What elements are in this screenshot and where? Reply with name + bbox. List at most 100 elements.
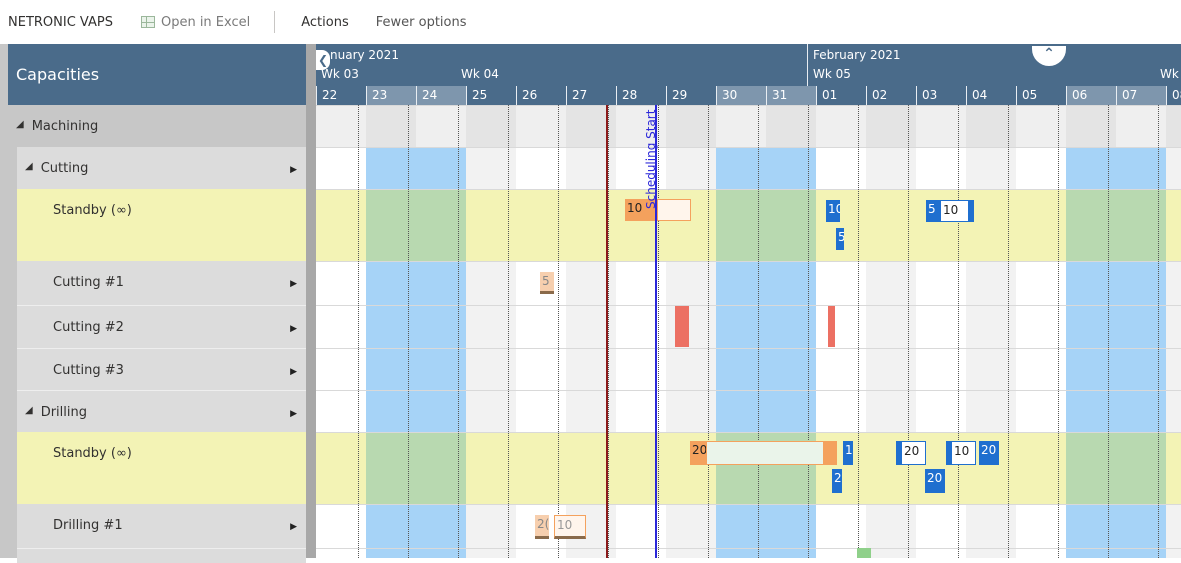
day-cell [966, 261, 1016, 305]
day-cell [316, 504, 366, 548]
day-cell [766, 390, 816, 432]
day-cell [666, 261, 716, 305]
day-cell [616, 147, 666, 189]
day-cell [666, 390, 716, 432]
day-cell [516, 305, 566, 348]
task-bar[interactable] [706, 441, 824, 465]
toolbar-divider [274, 11, 276, 33]
capacities-panel: Capacities ◢ Machining ◢ Cutting ▶ Stand… [0, 44, 316, 563]
row-divider [316, 504, 1181, 505]
task-bar[interactable]: 10 [940, 200, 974, 222]
day-cell [766, 189, 816, 261]
play-arrow-icon[interactable]: ▶ [290, 165, 297, 175]
day-cell [716, 504, 766, 548]
tree-row-cutting-standby[interactable]: Standby (∞) [17, 189, 306, 261]
panel-splitter[interactable] [306, 44, 316, 558]
task-bar[interactable] [828, 306, 835, 347]
task-bar[interactable]: 5 [540, 272, 554, 294]
day-cell [566, 548, 616, 558]
day-cell [1116, 261, 1166, 305]
day-gridline [1058, 105, 1059, 558]
tree-row-drilling-standby[interactable]: Standby (∞) [17, 432, 306, 504]
day-cell [366, 548, 416, 558]
actions-menu[interactable]: Actions [301, 14, 349, 30]
day-label: 27 [566, 86, 616, 105]
tree-row-cutting-2[interactable]: Cutting #2 ▶ [17, 305, 306, 348]
scheduling-start-line[interactable] [655, 105, 657, 558]
task-bar[interactable]: 10 [946, 441, 976, 465]
day-cell [666, 504, 716, 548]
day-cell [616, 348, 666, 390]
row-divider [316, 432, 1181, 433]
task-bar[interactable]: 10 [625, 199, 657, 221]
day-label: 29 [666, 86, 716, 105]
expanded-triangle-icon[interactable]: ◢ [16, 119, 24, 130]
day-gridline [908, 105, 909, 558]
day-cell [816, 348, 866, 390]
task-bar[interactable] [657, 199, 691, 221]
task-bar[interactable]: 2 [832, 469, 842, 493]
day-gridline [1008, 105, 1009, 558]
day-cell [366, 390, 416, 432]
day-cell [1116, 305, 1166, 348]
task-bar[interactable]: 10 [826, 200, 840, 222]
tree-row-cutting[interactable]: ◢ Cutting ▶ [17, 147, 306, 189]
play-arrow-icon[interactable]: ▶ [290, 409, 297, 419]
play-arrow-icon[interactable]: ▶ [290, 324, 297, 334]
day-cell [966, 105, 1016, 147]
scroll-left-icon[interactable]: ❮ [316, 50, 330, 70]
day-cell [416, 390, 466, 432]
tree-row-machining[interactable]: ◢ Machining [8, 105, 306, 147]
day-gridline [608, 105, 609, 558]
task-bar[interactable]: 20 [979, 441, 999, 465]
task-bar[interactable]: 20 [690, 441, 708, 465]
row-divider [316, 390, 1181, 391]
day-cell [716, 305, 766, 348]
day-cell [1166, 348, 1181, 390]
task-bar[interactable]: 20 [925, 469, 945, 493]
play-arrow-icon[interactable]: ▶ [290, 522, 297, 532]
tree-row-drilling-1[interactable]: Drilling #1 ▶ [17, 504, 306, 548]
tree-row-cutting-3[interactable]: Cutting #3 ▶ [17, 348, 306, 390]
day-cell [466, 147, 516, 189]
day-cell [416, 147, 466, 189]
row-divider [316, 305, 1181, 306]
day-cell [1066, 390, 1116, 432]
task-bar[interactable] [857, 548, 871, 558]
expanded-triangle-icon[interactable]: ◢ [25, 161, 33, 172]
task-bar[interactable] [824, 441, 837, 465]
expanded-triangle-icon[interactable]: ◢ [25, 405, 33, 416]
task-bar[interactable] [675, 306, 689, 347]
collapse-header-icon[interactable]: ⌃ [1032, 46, 1066, 66]
day-cell [916, 504, 966, 548]
day-label: 08 [1166, 86, 1181, 105]
day-cell [466, 261, 516, 305]
day-gridline [808, 105, 809, 558]
task-bar[interactable]: 20 [896, 441, 926, 465]
day-cell [966, 305, 1016, 348]
task-bar[interactable]: 1 [843, 441, 853, 465]
play-arrow-icon[interactable]: ▶ [290, 279, 297, 289]
day-cell [366, 105, 416, 147]
day-cell [816, 147, 866, 189]
play-arrow-icon[interactable]: ▶ [290, 367, 297, 377]
day-cell [1066, 305, 1116, 348]
fewer-options-button[interactable]: Fewer options [375, 14, 467, 30]
row-band [316, 189, 1181, 261]
tree-row-cutting-1[interactable]: Cutting #1 ▶ [17, 261, 306, 305]
day-cell [366, 305, 416, 348]
month-label: nuary 2021 [330, 48, 399, 62]
day-cell [516, 390, 566, 432]
tree-row-drilling[interactable]: ◢ Drilling ▶ [17, 390, 306, 432]
day-cell [866, 390, 916, 432]
task-bar[interactable]: 5 [836, 228, 844, 250]
task-bar[interactable]: 2( [535, 515, 549, 539]
day-label: 07 [1116, 86, 1166, 105]
day-cell [816, 305, 866, 348]
row-band [316, 105, 1181, 147]
tree-row-next [17, 548, 306, 563]
task-bar[interactable]: 10 [554, 515, 586, 539]
day-cell [1166, 147, 1181, 189]
open-in-excel-button[interactable]: Open in Excel [140, 15, 250, 30]
row-divider [316, 261, 1181, 262]
